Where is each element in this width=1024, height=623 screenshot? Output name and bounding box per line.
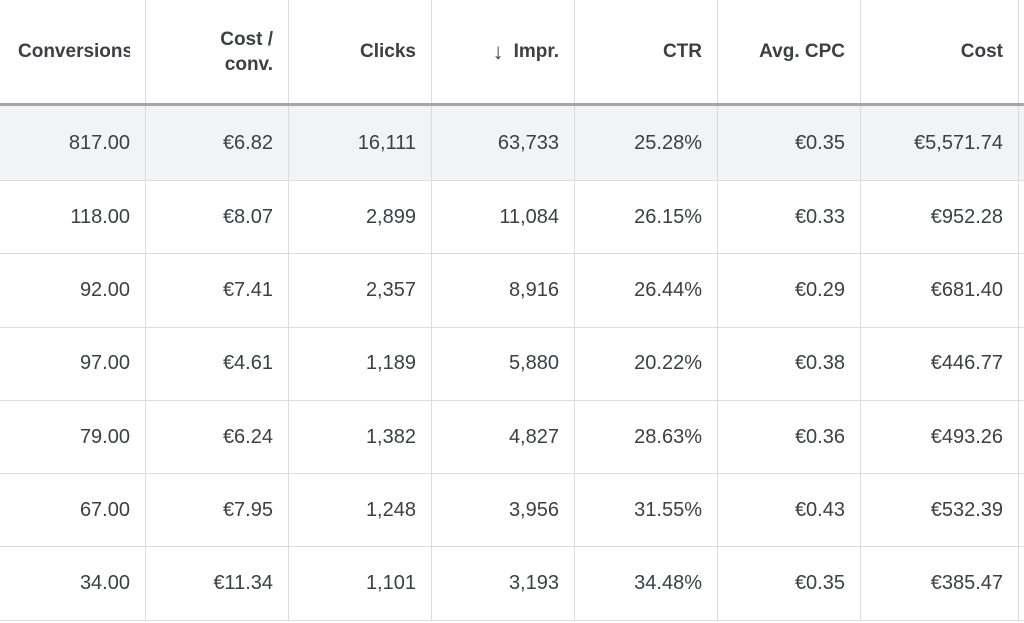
cell-conversions: 67.00 [0,474,146,547]
cell-ctr: 28.63% [575,400,718,474]
cell-impr: 4,827 [432,400,575,474]
cell-cost-per-conv: €4.61 [146,327,289,400]
cell-clicks: 1,189 [289,327,432,400]
table-row[interactable]: 67.00 €7.95 1,248 3,956 31.55% €0.43 €53… [0,474,1024,548]
cell-cost-per-conv: €7.41 [146,254,289,327]
cell-clicks: 2,899 [289,181,432,254]
header-conversions-label: Conversions [18,41,130,62]
cell-conversions: 817.00 [0,106,146,180]
scrollbar-gutter [1019,106,1024,180]
cell-conversions: 79.00 [0,400,146,474]
cell-avg-cpc: €0.35 [718,547,861,620]
cell-conversions: 34.00 [0,547,146,620]
header-ctr[interactable]: CTR [575,0,718,103]
scrollbar-gutter [1019,547,1024,619]
cell-cost-per-conv: €11.34 [146,547,289,620]
cell-avg-cpc: €0.43 [718,474,861,547]
cell-ctr: 26.15% [575,181,718,254]
cell-impr: 3,193 [432,547,575,620]
header-cost-per-conv[interactable]: Cost / conv. [146,0,289,103]
header-clicks-label: Clicks [360,41,416,62]
header-avg-cpc[interactable]: Avg. CPC [718,0,861,103]
header-cost[interactable]: Cost [861,0,1019,103]
cell-cost-per-conv: €6.24 [146,400,289,474]
table-row[interactable]: 97.00 €4.61 1,189 5,880 20.22% €0.38 €44… [0,327,1024,401]
cell-cost-per-conv: €7.95 [146,474,289,547]
cell-ctr: 34.48% [575,547,718,620]
cell-clicks: 2,357 [289,254,432,327]
cell-cost: €532.39 [861,474,1019,547]
table-row[interactable]: 79.00 €6.24 1,382 4,827 28.63% €0.36 €49… [0,400,1024,475]
header-impr[interactable]: ↓ Impr. [432,0,575,103]
cell-cost-per-conv: €6.82 [146,106,289,180]
cell-impr: 63,733 [432,106,575,180]
cell-avg-cpc: €0.33 [718,181,861,254]
cell-cost: €5,571.74 [861,106,1019,180]
cell-conversions: 97.00 [0,327,146,400]
cell-conversions: 118.00 [0,181,146,254]
header-conversions[interactable]: Conversions [0,0,146,103]
scrollbar-gutter [1019,254,1024,326]
cell-clicks: 16,111 [289,106,432,180]
cell-impr: 3,956 [432,474,575,547]
header-cost-label: Cost [960,41,1003,62]
table-row[interactable]: 118.00 €8.07 2,899 11,084 26.15% €0.33 €… [0,181,1024,255]
cell-cost: €493.26 [861,400,1019,474]
cell-impr: 5,880 [432,327,575,400]
scrollbar-gutter [1019,401,1024,473]
cell-clicks: 1,248 [289,474,432,547]
cell-cost-per-conv: €8.07 [146,181,289,254]
header-cost-per-conv-line1: Cost / [220,28,273,50]
cell-clicks: 1,382 [289,400,432,474]
header-impr-label: Impr. [513,41,559,62]
cell-avg-cpc: €0.29 [718,254,861,327]
table-row[interactable]: 92.00 €7.41 2,357 8,916 26.44% €0.29 €68… [0,254,1024,328]
header-clicks[interactable]: Clicks [289,0,432,103]
cell-conversions: 92.00 [0,254,146,327]
cell-cost: €385.47 [861,547,1019,620]
header-cost-per-conv-line2: conv. [224,53,273,75]
cell-cost: €681.40 [861,254,1019,327]
cell-cost: €952.28 [861,181,1019,254]
table-row[interactable]: 817.00 €6.82 16,111 63,733 25.28% €0.35 … [0,106,1024,181]
arrow-down-icon: ↓ [492,38,504,64]
cell-ctr: 20.22% [575,327,718,400]
table-header: Conversions Cost / conv. Clicks ↓ Impr. … [0,0,1024,106]
scrollbar-gutter [1019,181,1024,253]
cell-ctr: 26.44% [575,254,718,327]
cell-cost: €446.77 [861,327,1019,400]
cell-clicks: 1,101 [289,547,432,620]
cell-avg-cpc: €0.35 [718,106,861,180]
cell-impr: 11,084 [432,181,575,254]
header-avg-cpc-label: Avg. CPC [759,41,845,62]
cell-avg-cpc: €0.36 [718,400,861,474]
header-ctr-label: CTR [662,41,702,62]
cell-avg-cpc: €0.38 [718,327,861,400]
scrollbar-gutter [1019,0,1024,103]
scrollbar-gutter [1019,328,1024,400]
scrollbar-gutter [1019,474,1024,546]
header-cost-per-conv-label: Cost / conv. [220,27,273,77]
cell-ctr: 31.55% [575,474,718,547]
table-row[interactable]: 34.00 €11.34 1,101 3,193 34.48% €0.35 €3… [0,547,1024,621]
cell-ctr: 25.28% [575,106,718,180]
cell-impr: 8,916 [432,254,575,327]
